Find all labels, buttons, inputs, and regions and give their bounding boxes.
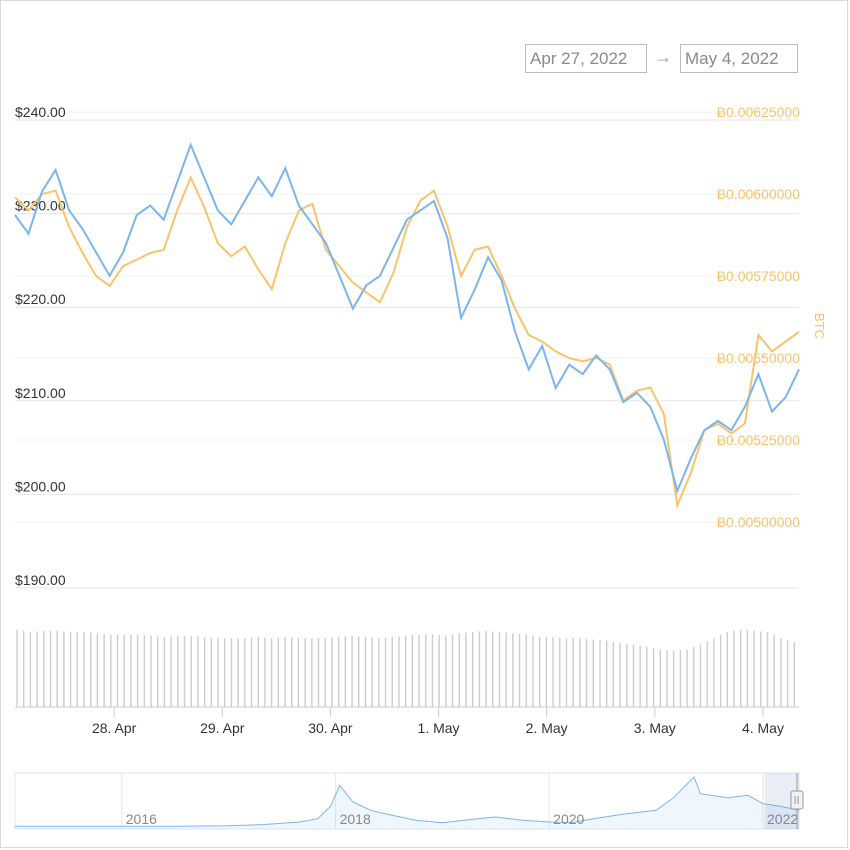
x-axis: 28. Apr 29. Apr 30. Apr 1. May 2. May 3. May 4… <box>92 707 784 736</box>
navigator-year-label: 2018 <box>340 811 371 827</box>
y-tick-label-btc: Ƀ0.00625000 <box>717 104 801 120</box>
y-tick-label-usd: $240.00 <box>15 104 66 120</box>
navigator-labels: 2016 2018 2020 2022 <box>126 811 799 827</box>
navigator-year-label: 2020 <box>553 811 584 827</box>
usd-price-line <box>14 142 800 495</box>
grid-lines <box>15 111 799 589</box>
range-arrow-icon: → <box>654 47 672 67</box>
btc-price-line <box>14 175 800 510</box>
x-tick-label: 30. Apr <box>308 720 353 736</box>
navigator: 2016 2018 2020 2022 <box>14 772 804 830</box>
y-tick-label-usd: $210.00 <box>15 385 66 401</box>
navigator-handle-icon[interactable] <box>790 790 804 810</box>
range-from-input[interactable] <box>525 44 647 73</box>
x-tick-label: 4. May <box>742 720 784 736</box>
y-tick-label-btc: Ƀ0.00575000 <box>717 268 801 284</box>
y-tick-label-usd: $190.00 <box>15 572 66 588</box>
y-axis-usd: $190.00$200.00$210.00$220.00$230.00$240.… <box>15 104 66 588</box>
navigator-line <box>15 776 800 827</box>
y-tick-label-btc: Ƀ0.00550000 <box>717 350 801 366</box>
y-tick-label-usd: $200.00 <box>15 478 66 494</box>
navigator-year-label: 2016 <box>126 811 157 827</box>
navigator-grid <box>121 773 764 829</box>
x-tick-label: 3. May <box>634 720 676 736</box>
volume-bars <box>16 629 795 707</box>
y-tick-label-btc: Ƀ0.00600000 <box>717 186 801 202</box>
y-tick-label-btc: Ƀ0.00525000 <box>717 432 801 448</box>
x-tick-label: 2. May <box>526 720 568 736</box>
navigator-year-label: 2022 <box>767 811 798 827</box>
x-tick-label: 28. Apr <box>92 720 137 736</box>
y-tick-label-usd: $220.00 <box>15 291 66 307</box>
btc-axis-title: BTC <box>812 313 827 339</box>
y-tick-label-btc: Ƀ0.00500000 <box>717 514 801 530</box>
range-to-input[interactable] <box>680 44 798 73</box>
x-tick-label: 1. May <box>418 720 460 736</box>
x-tick-label: 29. Apr <box>200 720 245 736</box>
y-axis-btc: Ƀ0.00500000 Ƀ0.00525000 Ƀ0.00550000 Ƀ0.0057… <box>717 104 801 530</box>
